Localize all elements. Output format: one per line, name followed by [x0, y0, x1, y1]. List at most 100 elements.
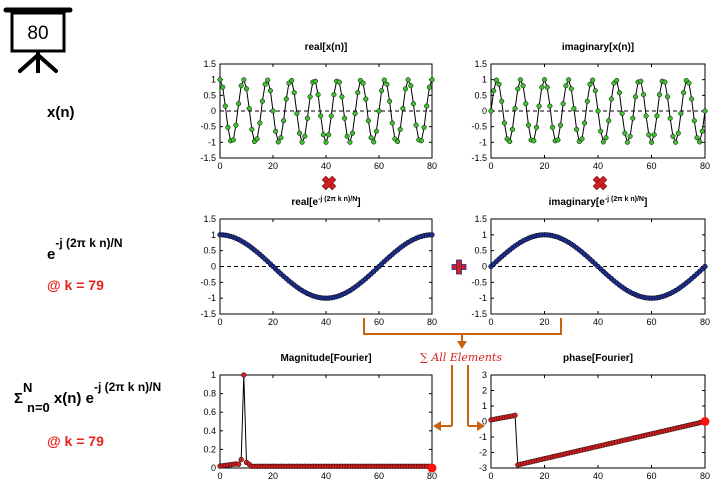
- y-tick-label: 1: [482, 75, 487, 85]
- x-tick-label: 80: [427, 161, 437, 171]
- data-point: [312, 78, 318, 84]
- x-tick-label: 0: [217, 471, 222, 481]
- chart-title-sup: -j (2π k n)/N: [318, 196, 357, 203]
- kernel-exponent: -j (2π k n)/N: [55, 236, 122, 250]
- y-tick-label: 0: [482, 417, 487, 427]
- x-tick-label: 40: [593, 471, 603, 481]
- x-tick-label: 0: [488, 471, 493, 481]
- signal-label: x(n): [47, 104, 75, 121]
- chart-1: real[x(n)]1.510.50-0.5-1-1.50 20 40 60 80: [200, 42, 437, 171]
- data-point: [507, 138, 513, 145]
- chart-title: real[e-j (2π k n)/N]: [291, 196, 360, 208]
- sum-term: x(n) e: [50, 390, 94, 407]
- chart-title-main: Magnitude[Fourier]: [280, 353, 371, 364]
- y-tick-label: 1.5: [474, 214, 487, 224]
- data-point: [238, 456, 244, 463]
- data-point: [600, 139, 606, 145]
- x-tick-label: 40: [321, 471, 331, 481]
- data-point: [257, 120, 263, 126]
- data-point: [640, 92, 647, 98]
- data-point: [590, 77, 596, 83]
- data-point: [496, 81, 502, 87]
- data-point: [267, 88, 273, 94]
- x-tick-label: 40: [321, 317, 331, 327]
- x-tick-label: 20: [539, 161, 549, 171]
- sum-upper: N: [23, 380, 32, 395]
- data-point: [355, 90, 361, 96]
- data-point: [651, 132, 657, 138]
- data-point: [238, 83, 244, 89]
- data-point: [499, 98, 505, 104]
- data-point: [365, 118, 371, 124]
- y-tick-label: 2: [482, 386, 487, 396]
- data-point: [549, 124, 556, 130]
- data-point: [243, 86, 250, 92]
- data-point: [304, 115, 310, 121]
- sum-bracket-arrows: [363, 318, 562, 427]
- y-tick-label: 0.6: [203, 407, 216, 417]
- x-tick-label: 20: [268, 471, 278, 481]
- data-point: [582, 120, 588, 126]
- charts: real[x(n)]1.510.50-0.5-1-1.50 20 40 60 80ima…: [200, 42, 710, 481]
- data-point: [520, 83, 526, 89]
- data-point: [413, 122, 419, 128]
- chart-4: imaginary[e-j (2π k n)/N] 1.5 1 0.5 0 -0.5 -1 -…: [471, 196, 710, 327]
- x-tick-label: 0: [488, 317, 493, 327]
- y-tick-label: -1.5: [200, 309, 216, 319]
- data-point: [273, 128, 279, 134]
- chart-title: Magnitude[Fourier]: [280, 353, 371, 364]
- data-point: [275, 139, 281, 145]
- data-point: [689, 96, 695, 102]
- x-tick-label: 40: [321, 161, 331, 171]
- y-tick-label: 0.5: [474, 90, 487, 100]
- data-point: [384, 81, 390, 87]
- y-tick-label: 1: [482, 230, 487, 240]
- data-point: [410, 101, 416, 107]
- data-point: [379, 88, 385, 94]
- data-point: [222, 103, 228, 109]
- x-tick-label: 60: [646, 161, 656, 171]
- chart-title: imaginary[x(n)]: [562, 42, 634, 53]
- x-tick-label: 60: [646, 471, 656, 481]
- y-tick-label: 0: [482, 106, 487, 116]
- x-tick-label: 20: [268, 161, 278, 171]
- x-tick-label: 40: [593, 317, 603, 327]
- y-tick-label: 1: [482, 401, 487, 411]
- data-point: [699, 128, 705, 134]
- data-point: [587, 81, 593, 87]
- data-point: [515, 86, 521, 92]
- data-point: [424, 103, 430, 109]
- data-point: [579, 136, 585, 142]
- y-tick-label: -1: [479, 432, 487, 442]
- data-point: [259, 98, 265, 104]
- data-point: [281, 118, 287, 124]
- sum-sigma: Σ: [14, 390, 23, 407]
- data-point: [262, 81, 268, 87]
- x-tick-label: 0: [217, 161, 222, 171]
- data-point: [568, 86, 574, 92]
- y-tick-label: -0.5: [200, 122, 216, 132]
- y-tick-label: -0.5: [471, 122, 487, 132]
- kernel-base: e: [47, 246, 55, 263]
- data-point: [574, 126, 580, 132]
- data-point: [603, 135, 609, 141]
- plus-icon: [451, 259, 467, 275]
- data-point: [648, 139, 655, 145]
- x-tick-label: 0: [217, 317, 222, 327]
- data-point: [702, 263, 708, 270]
- data-point: [694, 135, 700, 141]
- data-point: [418, 138, 424, 144]
- data-point: [397, 126, 403, 132]
- chart-title-main: real[e: [291, 197, 318, 208]
- data-point: [584, 98, 590, 104]
- data-point: [638, 78, 644, 84]
- data-point: [289, 77, 295, 84]
- y-tick-label: -0.5: [471, 277, 487, 287]
- data-point: [299, 139, 305, 145]
- y-tick-label: 0.5: [203, 90, 216, 100]
- data-point: [283, 96, 289, 102]
- data-point: [400, 105, 406, 112]
- y-tick-label: 1.5: [203, 214, 216, 224]
- data-point: [491, 88, 497, 94]
